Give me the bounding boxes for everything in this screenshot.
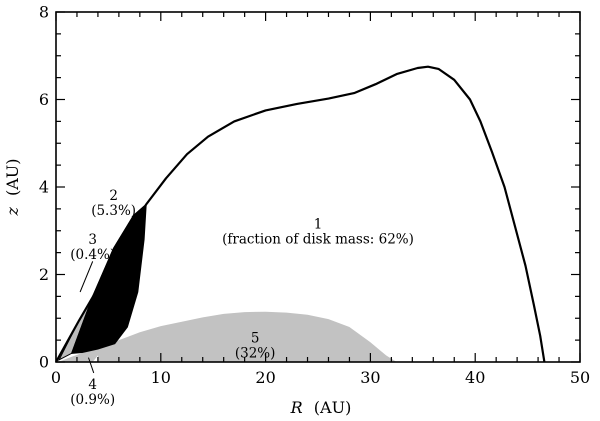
y-tick-label: 0 (39, 353, 49, 372)
x-tick-label: 50 (570, 368, 590, 387)
leader-region-3 (79, 261, 94, 293)
region-3-fraction: (0.4%) (70, 247, 115, 263)
y-tick-label: 6 (39, 90, 49, 109)
y-tick-label: 2 (39, 265, 49, 284)
region-4-id: 4 (88, 377, 97, 393)
region-5-id: 5 (251, 330, 260, 346)
y-tick-label: 4 (39, 178, 49, 197)
x-axis-title: R (AU) (290, 398, 352, 417)
region-3-id: 3 (88, 232, 97, 248)
y-tick-label: 8 (39, 3, 49, 22)
ticks-layer (55, 11, 581, 363)
x-axis-unit: (AU) (314, 398, 352, 417)
x-axis-symbol: R (290, 398, 303, 417)
region-2-label: 2 (5.3%) (91, 188, 136, 219)
x-tick-label: 0 (51, 368, 61, 387)
region-2-fill (70, 203, 147, 354)
region-4-label: 4 (0.9%) (70, 377, 115, 408)
region-5-label: 5 (32%) (235, 330, 276, 361)
region-5-fraction: (32%) (235, 345, 276, 361)
leaders-layer (79, 261, 95, 374)
region-3-label: 3 (0.4%) (70, 232, 115, 263)
leader-region-4 (88, 357, 95, 374)
region-1-fraction: (fraction of disk mass: 62%) (222, 232, 414, 248)
region-1-id: 1 (314, 217, 323, 233)
x-tick-label: 20 (255, 368, 275, 387)
region-2-id: 2 (109, 188, 118, 204)
region-5-fill (97, 311, 397, 362)
region-1-outline (55, 65, 546, 363)
y-axis-symbol: z (3, 207, 22, 217)
plot-frame (55, 11, 581, 363)
y-axis-title: z (AU) (3, 158, 22, 216)
x-tick-label: 40 (465, 368, 485, 387)
tick-labels-layer: 0 10 20 30 40 50 0 2 4 6 8 (39, 3, 590, 388)
regions-layer (55, 65, 546, 363)
y-axis-unit: (AU) (3, 158, 22, 196)
x-tick-label: 10 (151, 368, 171, 387)
region-1-label: 1 (fraction of disk mass: 62%) (222, 217, 414, 248)
x-tick-label: 30 (360, 368, 380, 387)
region-2-fraction: (5.3%) (91, 203, 136, 219)
region-labels-layer: 1 (fraction of disk mass: 62%)2 (5.3%)3 (0.… (70, 188, 414, 408)
region-4-fraction: (0.9%) (70, 392, 115, 408)
